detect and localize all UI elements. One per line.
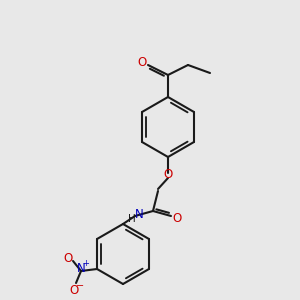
Text: N: N	[76, 262, 85, 275]
Text: H: H	[128, 214, 136, 224]
Text: O: O	[69, 284, 79, 296]
Text: −: −	[76, 281, 84, 291]
Text: O: O	[137, 56, 147, 70]
Text: O: O	[172, 212, 182, 224]
Text: N: N	[135, 208, 143, 221]
Text: +: +	[82, 259, 89, 268]
Text: O: O	[164, 167, 172, 181]
Text: O: O	[63, 253, 73, 266]
